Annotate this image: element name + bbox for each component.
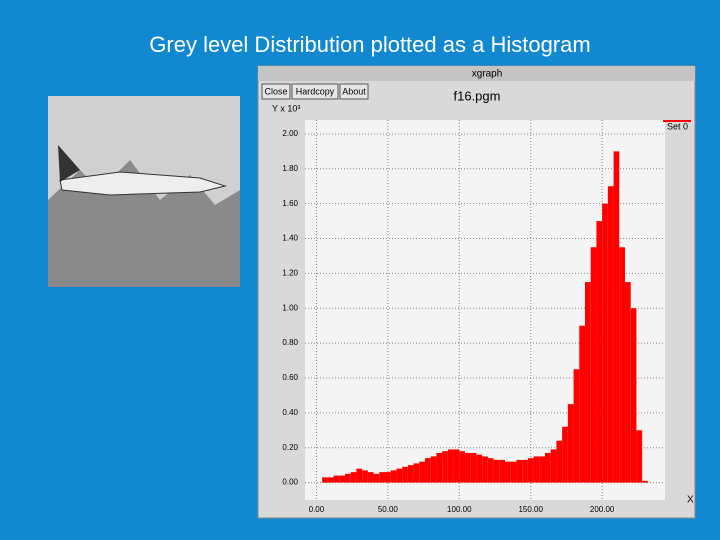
button[interactable] <box>339 83 369 100</box>
histogram-bar <box>596 221 603 483</box>
histogram-bar <box>630 308 637 483</box>
histogram-bar <box>636 430 643 483</box>
y-tick-label: 0.40 <box>282 408 298 417</box>
x-tick-label: 100.00 <box>447 505 472 514</box>
histogram-bar <box>447 449 454 483</box>
y-axis-label: Y x 10³ <box>272 103 300 113</box>
window-titlebar <box>258 66 695 81</box>
histogram-bar <box>625 282 631 483</box>
histogram-bar <box>522 459 528 483</box>
histogram-bar <box>459 451 465 483</box>
histogram-bar <box>339 475 345 483</box>
histogram-bar <box>527 458 534 483</box>
button-label[interactable]: Hardcopy <box>296 86 335 96</box>
histogram-bar <box>590 247 597 483</box>
histogram-bar <box>493 459 500 483</box>
x-axis-label: X <box>687 495 694 506</box>
y-tick-label: 1.60 <box>282 199 298 208</box>
button[interactable] <box>291 83 339 100</box>
histogram-bar <box>373 473 380 483</box>
x-tick-label: 150.00 <box>518 505 543 514</box>
histogram-bar <box>390 470 397 483</box>
histogram-bar <box>505 461 511 483</box>
histogram-bar <box>322 477 328 483</box>
y-tick-label: 1.20 <box>282 269 298 278</box>
button-label[interactable]: Close <box>264 86 287 96</box>
histogram-bar <box>430 456 437 483</box>
legend-label: Set 0 <box>667 121 688 131</box>
histogram-bar <box>413 463 420 483</box>
histogram-bar <box>367 472 374 483</box>
histogram-bar <box>476 454 483 483</box>
histogram-bar <box>533 456 540 483</box>
histogram-bar <box>585 282 591 483</box>
histogram-bar <box>385 472 391 483</box>
histogram-bar <box>465 452 471 483</box>
x-tick-label: 200.00 <box>590 505 615 514</box>
button-label[interactable]: About <box>342 86 366 96</box>
histogram-bar <box>436 452 443 483</box>
y-tick-label: 1.00 <box>282 303 298 312</box>
histogram-bar <box>379 472 385 483</box>
histogram-bar <box>327 477 334 483</box>
histogram-bar <box>362 470 368 483</box>
histogram-bar <box>510 461 517 483</box>
histogram-bar <box>356 468 363 483</box>
histogram-bar <box>487 458 494 483</box>
histogram-bar <box>619 247 625 483</box>
chart-title: f16.pgm <box>454 88 501 103</box>
histogram-bar <box>573 369 580 483</box>
histogram-bar <box>425 458 431 483</box>
x-tick-label: 0.00 <box>309 505 325 514</box>
histogram-bar <box>579 325 585 483</box>
histogram-bar <box>407 465 414 483</box>
histogram-bar <box>470 452 477 483</box>
x-tick-label: 50.00 <box>378 505 399 514</box>
histogram-bar <box>442 451 448 483</box>
y-tick-label: 0.00 <box>282 478 298 487</box>
histogram-bar <box>419 461 425 483</box>
histogram-bar <box>482 456 488 483</box>
y-tick-label: 0.80 <box>282 338 298 347</box>
histogram-bar <box>350 472 357 483</box>
histogram-bar <box>345 473 351 483</box>
y-tick-label: 0.60 <box>282 373 298 382</box>
histogram-bar <box>567 404 574 483</box>
histogram-bar <box>613 151 620 483</box>
histogram-bar <box>499 459 505 483</box>
histogram-bar <box>333 475 340 483</box>
histogram-bar <box>396 468 403 483</box>
y-tick-label: 1.80 <box>282 164 298 173</box>
y-tick-label: 0.20 <box>282 443 298 452</box>
histogram-bar <box>453 449 460 483</box>
histogram-bar <box>402 466 408 483</box>
histogram-bar <box>516 459 523 483</box>
y-tick-label: 2.00 <box>282 129 298 138</box>
slide-title: Grey level Distribution plotted as a His… <box>149 32 590 57</box>
histogram-bar <box>642 480 648 483</box>
histogram-bar <box>602 203 608 483</box>
button[interactable] <box>261 83 291 100</box>
y-tick-label: 1.40 <box>282 234 298 243</box>
histogram-bar <box>556 440 563 483</box>
jet-photo <box>48 96 240 287</box>
histogram-bar <box>539 456 545 483</box>
histogram-bar <box>545 452 551 483</box>
histogram-bar <box>562 426 568 483</box>
histogram-bar <box>607 186 614 483</box>
window-title: xgraph <box>472 69 503 80</box>
histogram-bar <box>550 449 557 483</box>
